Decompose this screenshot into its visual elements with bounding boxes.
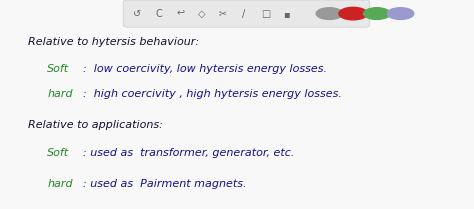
Text: : used as  Pairment magnets.: : used as Pairment magnets. <box>83 179 246 189</box>
Circle shape <box>316 8 343 19</box>
Text: Soft: Soft <box>47 64 70 74</box>
Text: ↩: ↩ <box>176 9 184 19</box>
Text: : used as  transformer, generator, etc.: : used as transformer, generator, etc. <box>83 148 294 158</box>
Text: ▪: ▪ <box>283 9 290 19</box>
Text: C: C <box>155 9 162 19</box>
Text: :  low coercivity, low hytersis energy losses.: : low coercivity, low hytersis energy lo… <box>83 64 327 74</box>
Text: ↺: ↺ <box>133 9 142 19</box>
Circle shape <box>387 8 414 19</box>
Text: ◇: ◇ <box>198 9 205 19</box>
Text: Soft: Soft <box>47 148 70 158</box>
Text: :  high coercivity , high hytersis energy losses.: : high coercivity , high hytersis energy… <box>83 89 342 99</box>
Text: ✂: ✂ <box>219 9 227 19</box>
Text: hard: hard <box>47 179 73 189</box>
Circle shape <box>339 7 367 20</box>
FancyBboxPatch shape <box>123 0 370 27</box>
Text: Relative to applications:: Relative to applications: <box>28 120 164 130</box>
Text: Relative to hytersis behaviour:: Relative to hytersis behaviour: <box>28 37 200 47</box>
Text: □: □ <box>261 9 270 19</box>
Text: hard: hard <box>47 89 73 99</box>
Text: /: / <box>243 9 246 19</box>
Circle shape <box>364 8 390 19</box>
